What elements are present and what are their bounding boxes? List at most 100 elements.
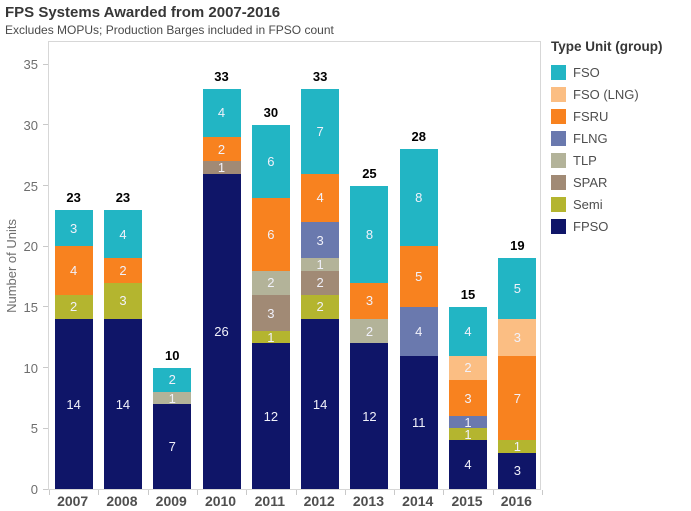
bar-segment-semi-2016[interactable]: 1	[498, 440, 537, 453]
legend-title: Type Unit (group)	[551, 39, 663, 54]
segment-value-label: 14	[115, 396, 131, 412]
legend-item-tlp[interactable]: TLP	[551, 149, 689, 171]
segment-value-label: 2	[267, 275, 275, 291]
bar-segment-fso-2013[interactable]: 8	[350, 185, 389, 283]
x-tick-label-2014: 2014	[402, 493, 434, 509]
bar-segment-fpso-2016[interactable]: 3	[498, 452, 537, 489]
bar-segment-fsru-2008[interactable]: 2	[103, 258, 142, 283]
legend-swatch	[551, 108, 566, 124]
bar-total-label-2009: 10	[165, 347, 180, 363]
bar-segment-fso-2010[interactable]: 4	[202, 88, 241, 138]
segment-value-label: 4	[415, 323, 423, 339]
bar-segment-semi-2012[interactable]: 2	[301, 294, 340, 320]
bar-segment-fsru-2014[interactable]: 5	[399, 246, 438, 307]
stacked-bar-2012: 14 2 2 1 3 4 7 33	[301, 42, 340, 489]
legend-item-flng[interactable]: FLNG	[551, 127, 689, 149]
legend-item-fpso[interactable]: FPSO	[551, 215, 689, 237]
bar-segment-fsru-2015[interactable]: 3	[449, 379, 488, 417]
bar-segment-semi-2011[interactable]: 1	[251, 331, 290, 344]
stacked-bar-2013: 12 2 3 8 25	[350, 42, 389, 489]
bar-segment-flng-2015[interactable]: 1	[449, 416, 488, 429]
bar-segment-fso-2008[interactable]: 4	[103, 209, 142, 259]
bar-segment-spar-2010[interactable]: 1	[202, 161, 241, 174]
bar-segment-fso-2012[interactable]: 7	[301, 88, 340, 174]
bar-column-2007: 14 2 4 3 23	[49, 42, 98, 489]
legend-item-fsru[interactable]: FSRU	[551, 105, 689, 127]
bar-segment-fsru-2016[interactable]: 7	[498, 355, 537, 441]
legend-swatch	[551, 130, 566, 146]
bar-segment-fso-2011[interactable]: 6	[251, 124, 290, 198]
segment-value-label: 4	[316, 190, 324, 206]
bar-segment-fpso-2012[interactable]: 14	[301, 319, 340, 489]
segment-value-label: 2	[316, 275, 324, 291]
segment-value-label: 8	[415, 190, 423, 206]
bar-segment-fso-2014[interactable]: 8	[399, 149, 438, 247]
stacked-bar-2008: 14 3 2 4 23	[103, 42, 142, 489]
legend-label: FPSO	[573, 218, 609, 234]
legend-item-fso-lng-[interactable]: FSO (LNG)	[551, 83, 689, 105]
bar-total-label-2012: 33	[312, 68, 328, 84]
chart-title: FPS Systems Awarded from 2007-2016	[5, 4, 281, 21]
y-tick-mark	[43, 245, 48, 247]
x-tick-label-2013: 2013	[352, 493, 385, 509]
y-axis-labels: 0 5 10 15 20 25 30 35	[0, 41, 42, 497]
segment-value-label: 3	[365, 293, 374, 309]
y-tick-label: 0	[30, 482, 38, 497]
bar-segment-fsru-2010[interactable]: 2	[202, 137, 241, 162]
bar-segment-fsru-2007[interactable]: 4	[54, 246, 93, 295]
bar-segment-fso-2009[interactable]: 2	[153, 367, 192, 392]
bar-segment-fpso-2010[interactable]: 26	[202, 173, 241, 489]
bar-segment-fsru-2013[interactable]: 3	[350, 282, 389, 320]
legend-swatch	[551, 64, 566, 80]
bar-segment-tlp-2013[interactable]: 2	[350, 319, 389, 344]
legend-swatch	[551, 86, 566, 102]
bar-column-2015: 4 1 1 3 2 4 15	[443, 42, 492, 489]
bar-segment-fso-2016[interactable]: 5	[498, 258, 537, 320]
segment-value-label: 6	[267, 226, 275, 242]
bar-segment-semi-2015[interactable]: 1	[449, 428, 488, 441]
bar-segment-fso-lng--2016[interactable]: 3	[498, 319, 537, 356]
bar-segment-fpso-2011[interactable]: 12	[251, 343, 290, 489]
bar-segment-fpso-2015[interactable]: 4	[449, 440, 488, 489]
x-tick-mark	[296, 490, 297, 495]
bar-segment-spar-2011[interactable]: 3	[251, 294, 290, 332]
bar-segment-tlp-2009[interactable]: 1	[153, 390, 192, 406]
bar-segment-tlp-2012[interactable]: 1	[301, 258, 340, 271]
bar-segment-fpso-2009[interactable]: 7	[153, 404, 192, 489]
segment-value-label: 3	[513, 463, 521, 479]
bar-segment-fpso-2014[interactable]: 11	[399, 355, 438, 489]
segment-value-label: 7	[168, 439, 176, 455]
bar-segment-flng-2014[interactable]: 4	[399, 306, 438, 356]
segment-value-label: 1	[168, 390, 176, 406]
legend-item-spar[interactable]: SPAR	[551, 171, 689, 193]
legend-items: FSO FSO (LNG) FSRU FLNG TLP SPAR Semi FPSO	[551, 61, 689, 237]
segment-value-label: 4	[70, 263, 78, 279]
y-tick-mark	[43, 185, 48, 187]
bar-segment-fsru-2012[interactable]: 4	[301, 173, 340, 223]
bar-segment-flng-2012[interactable]: 3	[301, 222, 340, 259]
segment-value-label: 2	[316, 299, 324, 315]
legend-item-semi[interactable]: Semi	[551, 193, 689, 215]
stacked-bar-2010: 26 1 2 4 33	[202, 42, 241, 489]
bar-segment-fpso-2008[interactable]: 14	[103, 319, 142, 489]
segment-value-label: 2	[70, 299, 78, 315]
stacked-bar-2016: 3 1 7 3 5 19	[498, 42, 537, 489]
bar-segment-fso-lng--2015[interactable]: 2	[449, 355, 488, 380]
bar-segment-fso-2015[interactable]: 4	[449, 306, 488, 356]
bar-segment-tlp-2011[interactable]: 2	[251, 270, 290, 295]
segment-value-label: 12	[263, 408, 279, 424]
bar-segment-fpso-2007[interactable]: 14	[54, 319, 93, 489]
bar-segment-semi-2007[interactable]: 2	[54, 294, 93, 320]
bar-segment-fpso-2013[interactable]: 12	[350, 343, 389, 489]
legend-item-fso[interactable]: FSO	[551, 61, 689, 83]
bar-total-label-2016: 19	[510, 238, 525, 254]
x-tick-mark	[394, 490, 395, 495]
bar-segment-fsru-2011[interactable]: 6	[251, 197, 290, 271]
segment-value-label: 14	[312, 396, 328, 412]
bar-segment-spar-2012[interactable]: 2	[301, 270, 340, 295]
y-tick-label: 25	[23, 178, 38, 194]
segment-value-label: 2	[464, 360, 472, 376]
bar-segment-fso-2007[interactable]: 3	[54, 209, 93, 247]
bar-segment-semi-2008[interactable]: 3	[103, 282, 142, 320]
segment-value-label: 2	[365, 323, 374, 339]
